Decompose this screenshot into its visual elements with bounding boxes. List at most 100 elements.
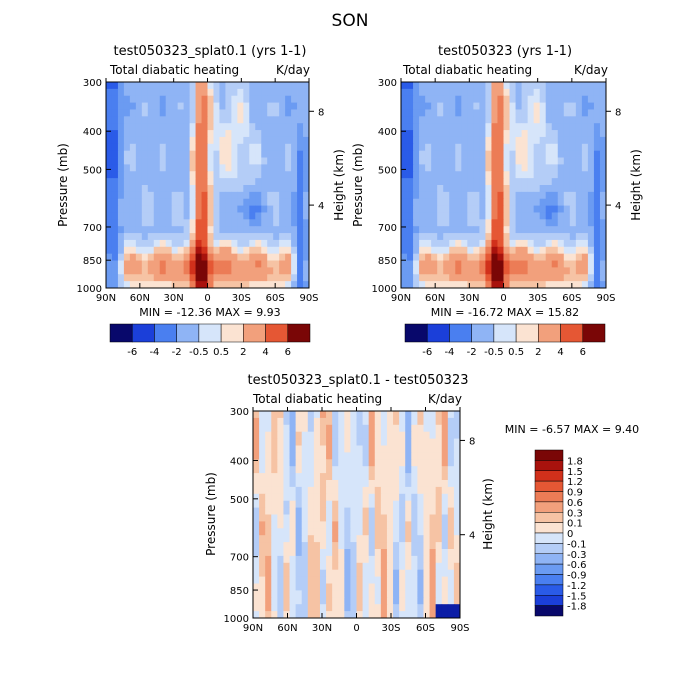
heatmap-cell bbox=[443, 102, 450, 110]
heatmap-cell bbox=[407, 109, 414, 117]
heatmap-cell bbox=[307, 493, 315, 502]
heatmap-cell bbox=[307, 611, 315, 619]
colorbar-swatch bbox=[534, 522, 564, 534]
heatmap-cell bbox=[509, 267, 516, 275]
heatmap-cell bbox=[279, 219, 286, 227]
heatmap-cell bbox=[267, 102, 274, 110]
heatmap-cell bbox=[271, 549, 278, 557]
heatmap-cell bbox=[521, 136, 529, 145]
heatmap-cell bbox=[267, 198, 274, 206]
heatmap-cell bbox=[581, 178, 589, 186]
heatmap-cell bbox=[515, 260, 522, 268]
heatmap-cell bbox=[285, 253, 292, 261]
heatmap-cell bbox=[425, 157, 432, 165]
heatmap-cell bbox=[319, 569, 327, 577]
colorbar-label: 0.5 bbox=[213, 347, 229, 358]
heatmap-cell bbox=[575, 164, 583, 172]
heatmap-cell bbox=[297, 109, 304, 117]
colorbar-label: -0.6 bbox=[567, 560, 587, 571]
heatmap-cell bbox=[441, 438, 449, 446]
heatmap-cell bbox=[557, 233, 565, 241]
heatmap-cell bbox=[183, 246, 190, 255]
heatmap-cell bbox=[485, 260, 492, 268]
heatmap-cell bbox=[249, 82, 256, 90]
heatmap-cell bbox=[326, 555, 333, 564]
y-tick-label: 1000 bbox=[372, 284, 397, 295]
heatmap-cell bbox=[437, 88, 444, 97]
heatmap-cell bbox=[123, 260, 131, 268]
heatmap-cell bbox=[291, 246, 298, 255]
heatmap-cell bbox=[417, 452, 424, 460]
heatmap-cell bbox=[533, 116, 541, 124]
heatmap-cell bbox=[213, 88, 220, 97]
heatmap-cell bbox=[356, 424, 363, 433]
heatmap-cell bbox=[399, 473, 406, 481]
heatmap-cell bbox=[380, 473, 388, 481]
heatmap-cell bbox=[201, 82, 208, 90]
heatmap-cell bbox=[479, 171, 486, 179]
heatmap-cell bbox=[183, 219, 190, 227]
heatmap-cell bbox=[521, 281, 529, 289]
heatmap-cell bbox=[447, 528, 455, 536]
panel-title: test050323_splat0.1 - test050323 bbox=[247, 373, 468, 388]
heatmap-cell bbox=[461, 191, 468, 200]
heatmap-cell bbox=[503, 123, 510, 131]
heatmap-cell bbox=[423, 473, 430, 481]
heatmap-cell bbox=[453, 417, 461, 426]
heatmap-cell bbox=[295, 604, 303, 612]
heatmap-cell bbox=[509, 157, 516, 165]
heatmap-cell bbox=[386, 583, 394, 591]
heatmap-cell bbox=[362, 528, 370, 536]
heatmap-cell bbox=[539, 143, 547, 152]
heatmap-cell bbox=[599, 267, 607, 275]
heatmap-cell bbox=[503, 150, 510, 158]
heatmap-cell bbox=[431, 109, 438, 117]
heatmap-cell bbox=[551, 281, 559, 289]
heatmap-cell bbox=[319, 611, 327, 619]
heatmap-cell bbox=[183, 185, 190, 193]
heatmap-cell bbox=[291, 281, 298, 289]
heatmap-cell bbox=[393, 521, 400, 529]
heatmap-cell bbox=[453, 576, 461, 584]
heatmap-cell bbox=[344, 521, 351, 529]
heatmap-cell bbox=[147, 123, 155, 131]
colorbar-label: -6 bbox=[422, 347, 432, 358]
heatmap-cell bbox=[159, 102, 167, 110]
heatmap-cell bbox=[189, 150, 196, 158]
heatmap-cell bbox=[393, 590, 400, 598]
heatmap-cell bbox=[581, 219, 589, 227]
heatmap-cell bbox=[295, 411, 303, 419]
heatmap-cell bbox=[593, 260, 601, 268]
heatmap-cell bbox=[289, 535, 297, 543]
heatmap-cell bbox=[237, 171, 244, 179]
heatmap-cell bbox=[453, 528, 461, 536]
heatmap-cell bbox=[441, 473, 449, 481]
heatmap-cell bbox=[374, 445, 382, 453]
heatmap-cell bbox=[231, 239, 238, 248]
heatmap-cell bbox=[419, 226, 426, 234]
heatmap-cell bbox=[259, 480, 266, 488]
heatmap-cell bbox=[243, 205, 250, 213]
heatmap-cell bbox=[411, 411, 418, 419]
heatmap-cell bbox=[135, 178, 143, 186]
heatmap-cell bbox=[153, 191, 161, 200]
heatmap-cell bbox=[449, 191, 456, 200]
heatmap-cell bbox=[319, 480, 327, 488]
heatmap-cell bbox=[533, 171, 541, 179]
colorbar-swatch bbox=[538, 323, 561, 343]
heatmap-cell bbox=[441, 445, 449, 453]
heatmap-cell bbox=[435, 604, 443, 612]
heatmap-cell bbox=[435, 576, 443, 584]
heatmap-cell bbox=[479, 185, 486, 193]
heatmap-cell bbox=[231, 226, 238, 234]
heatmap-cell bbox=[431, 171, 438, 179]
heatmap-cell bbox=[273, 205, 280, 213]
heatmap-cell bbox=[307, 480, 315, 488]
heatmap-cell bbox=[435, 611, 443, 619]
heatmap-cell bbox=[135, 198, 143, 206]
heatmap-cell bbox=[569, 88, 577, 97]
heatmap-cell bbox=[307, 411, 315, 419]
heatmap-cell bbox=[461, 205, 468, 213]
heatmap-cell bbox=[165, 157, 173, 165]
heatmap-cell bbox=[195, 136, 202, 145]
